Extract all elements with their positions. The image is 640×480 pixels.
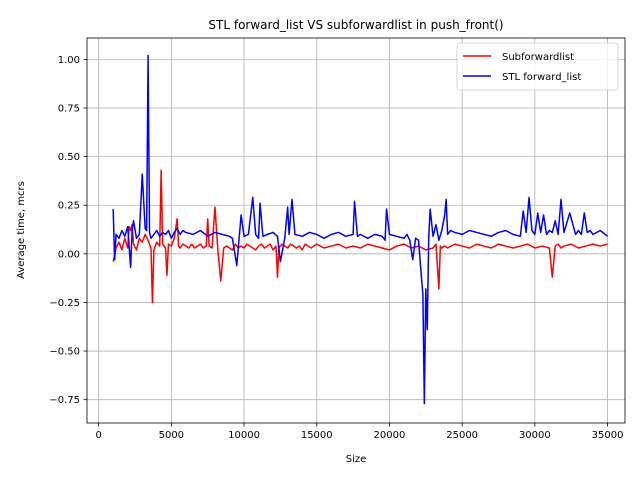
x-tick-label: 20000 [374,430,406,441]
x-tick-label: 0 [95,430,101,441]
y-tick-label: 0.00 [58,249,80,260]
y-axis: −0.75 −0.50 −0.25 0.00 0.25 0.50 0.75 1.00 [49,55,87,406]
series-layer [112,54,609,405]
x-tick-label: 5000 [159,430,184,441]
x-tick-label: 10000 [228,430,260,441]
x-tick-label: 25000 [446,430,478,441]
x-tick-label: 35000 [592,430,624,441]
y-tick-label: 0.25 [58,201,80,212]
x-tick-label: 15000 [301,430,333,441]
plot-frame [86,37,626,424]
y-axis-label: Average time, mcrs [16,181,27,279]
legend-label: Subforwardlist [502,52,574,63]
y-tick-label: 0.75 [58,104,80,115]
y-tick-label: 1.00 [58,55,80,66]
y-tick-label: −0.25 [49,298,80,309]
series-line-stl-forward-list [112,54,609,405]
x-tick-label: 30000 [519,430,551,441]
y-tick-label: −0.75 [49,395,80,406]
y-tick-label: −0.50 [49,347,80,358]
grid-lines [87,38,625,423]
legend: Subforwardlist STL forward_list [456,42,619,91]
chart-title: STL forward_list VS subforwardlist in pu… [208,18,503,32]
x-axis: 0 5000 10000 15000 20000 25000 30000 35000 [95,423,623,441]
legend-label: STL forward_list [502,72,581,83]
x-axis-label: Size [346,454,367,465]
legend-box [456,42,619,91]
y-tick-label: 0.50 [58,152,80,163]
